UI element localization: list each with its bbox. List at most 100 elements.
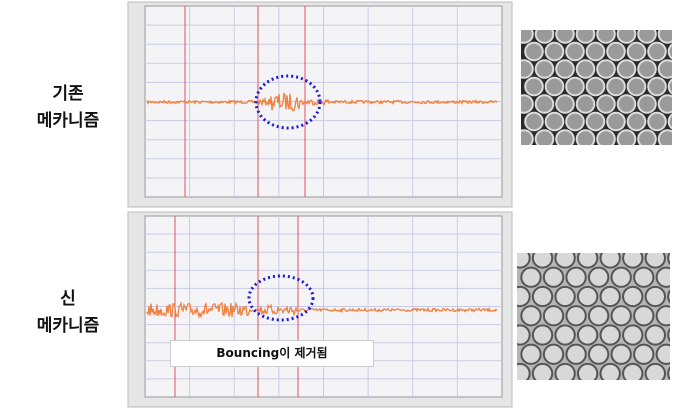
particle: [566, 306, 585, 325]
particle: [668, 287, 683, 306]
particle: [577, 60, 595, 78]
particle: [601, 364, 620, 383]
particle: [556, 130, 574, 148]
particle: [544, 306, 563, 325]
particle: [578, 325, 597, 344]
particle: [607, 113, 625, 131]
particle: [525, 78, 543, 96]
particle: [657, 383, 676, 402]
particle: [525, 113, 543, 131]
particle: [515, 95, 533, 113]
particle: [556, 60, 574, 78]
particle: [578, 364, 597, 383]
particle: [628, 148, 646, 166]
row-label: 신 메카니즘: [18, 286, 118, 340]
particle: [646, 364, 665, 383]
label-line: 기존: [18, 81, 118, 108]
particle: [638, 95, 656, 113]
particle: [566, 113, 584, 131]
particle: [556, 95, 574, 113]
particle: [555, 325, 574, 344]
particle: [679, 306, 683, 325]
particle: [679, 25, 683, 43]
particle: [668, 248, 683, 267]
particle: [638, 60, 656, 78]
particle: [510, 364, 529, 383]
label-line: 신: [18, 286, 118, 313]
annotation: Bouncing이 제거됨: [170, 340, 374, 367]
particle: [525, 43, 543, 61]
particle: [587, 148, 605, 166]
particle: [533, 325, 552, 344]
particle: [546, 43, 564, 61]
page: 기존 메카니즘 신 메카니즘 Bouncing이 제거됨: [0, 0, 683, 409]
particle: [525, 148, 543, 166]
particle: [566, 43, 584, 61]
particle: [618, 60, 636, 78]
particle: [566, 78, 584, 96]
particle: [648, 148, 666, 166]
particle: [578, 248, 597, 267]
particle: [668, 325, 683, 344]
particle: [618, 130, 636, 148]
particle: [618, 25, 636, 43]
particle: [646, 248, 665, 267]
particle: [533, 364, 552, 383]
particle: [587, 78, 605, 96]
particle: [638, 130, 656, 148]
particle: [679, 130, 683, 148]
particle: [510, 248, 529, 267]
particle: [587, 43, 605, 61]
particle: [589, 345, 608, 364]
particle: [634, 306, 653, 325]
particle: [577, 95, 595, 113]
particle: [612, 345, 631, 364]
particle: [612, 268, 631, 287]
particle: [597, 95, 615, 113]
particle: [555, 364, 574, 383]
particle: [607, 78, 625, 96]
particle: [679, 95, 683, 113]
particle: [601, 325, 620, 344]
particle: [657, 306, 676, 325]
particle: [634, 268, 653, 287]
particle: [628, 78, 646, 96]
particle: [668, 364, 683, 383]
particle: [597, 130, 615, 148]
particle: [566, 383, 585, 402]
particle: [536, 95, 554, 113]
particle: [533, 287, 552, 306]
particle: [521, 345, 540, 364]
particle: [536, 25, 554, 43]
particle: [589, 268, 608, 287]
particle: [544, 268, 563, 287]
particle: [601, 248, 620, 267]
particle: [634, 345, 653, 364]
particle: [589, 306, 608, 325]
particle: [555, 248, 574, 267]
particle: [597, 60, 615, 78]
particle: [515, 130, 533, 148]
particle: [612, 306, 631, 325]
particle: [618, 95, 636, 113]
particle: [607, 43, 625, 61]
particle: [578, 287, 597, 306]
particle: [546, 78, 564, 96]
particle: [566, 148, 584, 166]
particle: [628, 113, 646, 131]
particle: [679, 60, 683, 78]
particle: [515, 25, 533, 43]
particle: [544, 345, 563, 364]
particle: [515, 60, 533, 78]
particle: [657, 345, 676, 364]
particle: [648, 113, 666, 131]
particle: [536, 130, 554, 148]
particle: [648, 78, 666, 96]
particle: [646, 287, 665, 306]
particle: [648, 43, 666, 61]
particle: [679, 345, 683, 364]
particle: [521, 383, 540, 402]
label-line: 메카니즘: [18, 108, 118, 135]
particle: [669, 148, 683, 166]
particle: [623, 248, 642, 267]
